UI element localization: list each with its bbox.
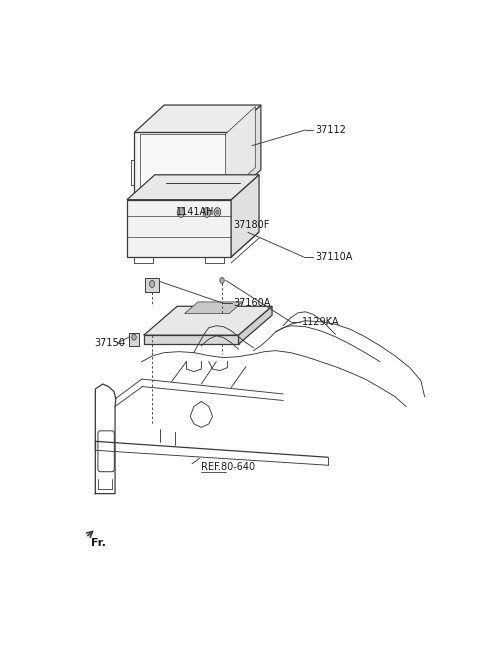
- Text: 1141AH: 1141AH: [176, 207, 215, 217]
- FancyBboxPatch shape: [129, 333, 139, 345]
- Circle shape: [149, 280, 155, 287]
- Circle shape: [203, 208, 211, 217]
- Circle shape: [132, 334, 136, 340]
- Text: 1129KA: 1129KA: [302, 317, 339, 327]
- Polygon shape: [134, 133, 231, 197]
- FancyBboxPatch shape: [235, 159, 246, 166]
- Polygon shape: [127, 175, 259, 200]
- Polygon shape: [226, 107, 255, 195]
- Text: 37110A: 37110A: [315, 252, 352, 262]
- Circle shape: [220, 278, 224, 283]
- Circle shape: [214, 208, 221, 217]
- Polygon shape: [144, 335, 239, 344]
- Text: 37180F: 37180F: [233, 219, 269, 230]
- Polygon shape: [239, 306, 272, 344]
- Polygon shape: [231, 175, 259, 257]
- Circle shape: [177, 208, 185, 217]
- FancyBboxPatch shape: [235, 168, 246, 175]
- Polygon shape: [140, 134, 226, 195]
- FancyBboxPatch shape: [235, 177, 246, 184]
- Polygon shape: [231, 105, 261, 197]
- Text: 37112: 37112: [315, 125, 346, 135]
- Polygon shape: [127, 200, 231, 257]
- Polygon shape: [164, 209, 179, 219]
- FancyBboxPatch shape: [144, 278, 159, 292]
- Polygon shape: [134, 105, 261, 133]
- Text: 37160A: 37160A: [233, 298, 270, 308]
- Polygon shape: [185, 302, 243, 314]
- FancyBboxPatch shape: [200, 212, 215, 226]
- Circle shape: [216, 210, 219, 214]
- Text: 37150: 37150: [94, 338, 125, 347]
- Text: Fr.: Fr.: [91, 538, 106, 549]
- Text: REF.80-640: REF.80-640: [202, 462, 255, 472]
- FancyBboxPatch shape: [173, 212, 188, 226]
- Polygon shape: [144, 306, 272, 335]
